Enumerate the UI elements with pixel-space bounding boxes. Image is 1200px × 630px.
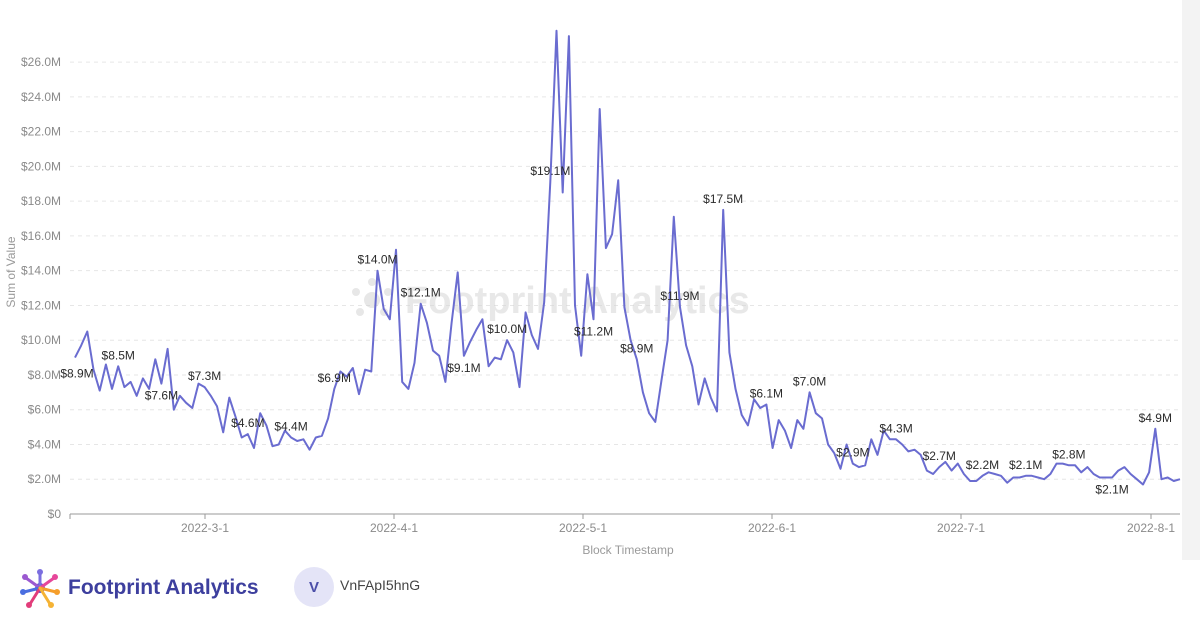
data-label: $2.2M <box>966 458 999 472</box>
footer: Footprint Analytics V VnFApI5hnG <box>0 560 1200 630</box>
x-axis: 2022-3-1 2022-4-1 2022-5-1 2022-6-1 2022-7-1… <box>69 514 1175 535</box>
data-label: $4.3M <box>879 421 912 435</box>
data-label: $2.9M <box>836 446 869 460</box>
y-tick-label: $12.0M <box>21 298 61 312</box>
data-label: $8.5M <box>102 348 135 362</box>
x-tick-label: 2022-7-1 <box>937 521 985 535</box>
y-tick-label: $18.0M <box>21 194 61 208</box>
data-label: $2.1M <box>1095 483 1128 497</box>
data-label: $7.0M <box>793 374 826 388</box>
brand[interactable]: Footprint Analytics <box>18 568 259 608</box>
y-tick-label: $6.0M <box>28 403 61 417</box>
data-label: $2.1M <box>1009 458 1042 472</box>
x-tick-label: 2022-3-1 <box>181 521 229 535</box>
data-label: $11.9M <box>660 289 699 303</box>
y-tick-label: $4.0M <box>28 437 61 451</box>
x-tick-label: 2022-4-1 <box>370 521 418 535</box>
data-label: $2.7M <box>923 449 956 463</box>
vertical-scrollbar[interactable] <box>1182 0 1200 560</box>
y-tick-label: $2.0M <box>28 472 61 486</box>
y-axis-title: Sum of Value <box>4 236 18 307</box>
x-tick-label: 2022-8-1 <box>1127 521 1175 535</box>
chart-area: Footprint Analytics $0 $2.0M $4.0M $6.0M $8.… <box>4 29 1181 557</box>
data-label: $7.3M <box>188 369 221 383</box>
x-tick-label: 2022-6-1 <box>748 521 796 535</box>
avatar[interactable]: V <box>294 567 334 607</box>
data-label: $6.1M <box>750 387 783 401</box>
data-label: $2.8M <box>1052 447 1085 461</box>
data-label: $4.4M <box>274 420 307 434</box>
y-tick-label: $16.0M <box>21 229 61 243</box>
y-tick-label: $0 <box>48 507 62 521</box>
data-label: $19.1M <box>530 164 570 178</box>
series <box>74 29 1181 486</box>
data-label: $4.6M <box>231 416 264 430</box>
watermark-text: Footprint Analytics <box>405 280 750 322</box>
grid-lines <box>70 61 1180 480</box>
data-label: $8.9M <box>620 341 653 355</box>
y-axis: $0 $2.0M $4.0M $6.0M $8.0M $10.0M $12.0M $14.0M… <box>21 55 1180 521</box>
y-tick-label: $20.0M <box>21 159 61 173</box>
data-label: $10.0M <box>487 322 527 336</box>
y-tick-label: $10.0M <box>21 333 61 347</box>
watermark: Footprint Analytics <box>352 278 750 322</box>
y-tick-label: $8.0M <box>28 368 61 382</box>
y-tick-label: $14.0M <box>21 264 61 278</box>
x-tick-label: 2022-5-1 <box>559 521 607 535</box>
footprint-logo-icon <box>20 569 60 608</box>
username[interactable]: VnFApI5hnG <box>340 577 421 593</box>
data-label: $9.1M <box>447 361 480 375</box>
x-axis-title: Block Timestamp <box>582 543 674 557</box>
data-label: $17.5M <box>703 192 743 206</box>
y-tick-label: $26.0M <box>21 55 61 69</box>
data-labels: $8.9M $8.5M $7.6M $7.3M $4.6M $4.4M $6.9M $14.0… <box>60 164 1172 496</box>
brand-name: Footprint Analytics <box>68 576 259 599</box>
data-label: $12.1M <box>401 286 441 300</box>
data-label: $14.0M <box>357 253 397 267</box>
data-label: $4.9M <box>1139 411 1172 425</box>
y-tick-label: $24.0M <box>21 90 61 104</box>
data-label: $6.9M <box>318 371 351 385</box>
data-label: $7.6M <box>145 389 178 403</box>
data-label: $11.2M <box>574 324 613 338</box>
series-line <box>74 29 1181 486</box>
line-chart: Footprint Analytics $0$2.0M$4.0M$6.0M$8.… <box>4 29 1181 557</box>
data-label: $8.9M <box>60 367 93 381</box>
y-tick-label: $22.0M <box>21 125 61 139</box>
